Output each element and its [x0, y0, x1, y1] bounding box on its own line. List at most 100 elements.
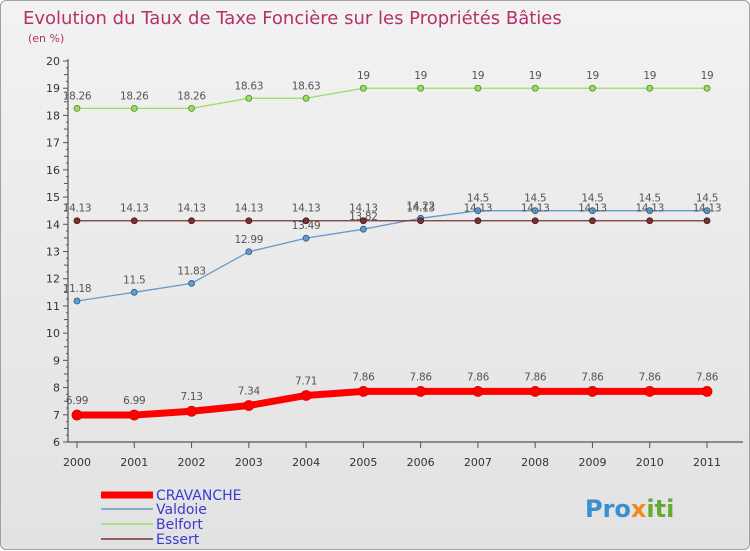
data-point-essert [359, 217, 367, 225]
data-point-cravanche [472, 385, 484, 397]
data-point-belfort [589, 84, 596, 92]
data-label-belfort: 19 [586, 70, 599, 82]
data-point-belfort [359, 84, 367, 92]
data-label-valdoie: 14.5 [524, 193, 546, 205]
data-point-valdoie [130, 288, 138, 296]
data-label-valdoie: 14.5 [581, 193, 603, 205]
x-tick-label: 2006 [407, 456, 435, 469]
y-tick-label: 19 [46, 82, 60, 95]
y-tick-label: 7 [53, 409, 60, 422]
data-label-valdoie: 11.83 [177, 265, 206, 277]
y-tick-label: 12 [46, 273, 60, 286]
data-point-essert [73, 217, 81, 225]
data-point-cravanche [128, 409, 140, 421]
data-label-belfort: 19 [357, 70, 370, 82]
data-label-essert: 14.13 [235, 203, 264, 215]
y-tick-label: 17 [46, 137, 60, 150]
data-label-valdoie: 11.5 [123, 274, 145, 286]
data-label-belfort: 19 [643, 70, 656, 82]
data-label-cravanche: 7.86 [696, 371, 719, 383]
legend-item-essert: Essert [101, 532, 200, 548]
data-point-essert [417, 217, 425, 225]
data-point-essert [646, 217, 654, 225]
data-point-belfort [245, 94, 253, 102]
x-tick-label: 2002 [178, 456, 206, 469]
y-tick-label: 6 [53, 436, 60, 449]
data-label-cravanche: 7.34 [238, 386, 261, 398]
data-label-essert: 14.13 [349, 203, 378, 215]
data-point-belfort [531, 84, 539, 92]
logo-part-pro: Pro [585, 495, 631, 523]
series-line-belfort [76, 87, 708, 110]
data-label-valdoie: 14.5 [467, 193, 489, 205]
x-tick-label: 2005 [349, 456, 377, 469]
data-point-cravanche [71, 409, 83, 421]
x-tick-label: 2007 [464, 456, 492, 469]
data-label-belfort: 19 [472, 70, 485, 82]
data-label-valdoie: 11.18 [63, 283, 92, 295]
data-point-essert [531, 217, 539, 225]
data-label-valdoie: 12.99 [235, 234, 264, 246]
data-label-essert: 14.13 [292, 203, 321, 215]
data-label-cravanche: 7.86 [467, 371, 490, 383]
data-point-essert [589, 217, 596, 225]
x-tick-label: 2008 [521, 456, 549, 469]
data-label-cravanche: 7.86 [581, 371, 604, 383]
series-cravanche: 6.99 6.99 7.13 7.34 7.71 7.86 7.86 7.86 7.86 7.86… [66, 371, 719, 421]
data-point-valdoie [531, 207, 539, 215]
data-point-belfort [703, 84, 711, 92]
data-point-cravanche [415, 385, 427, 397]
y-tick-label: 9 [53, 354, 60, 367]
data-label-essert: 14.13 [120, 203, 149, 215]
data-label-cravanche: 7.86 [352, 371, 375, 383]
data-point-valdoie [703, 207, 711, 215]
data-point-belfort [73, 104, 81, 112]
legend-label-belfort: Belfort [156, 517, 203, 533]
legend-label-valdoie: Valdoie [156, 502, 207, 518]
data-label-belfort: 19 [701, 70, 714, 82]
data-label-belfort: 19 [529, 70, 542, 82]
legend-label-cravanche: CRAVANCHE [156, 488, 242, 504]
data-point-belfort [417, 84, 425, 92]
y-tick-label: 16 [46, 164, 60, 177]
x-tick-label: 2004 [292, 456, 320, 469]
data-label-belfort: 18.63 [235, 80, 264, 92]
data-label-belfort: 18.26 [177, 90, 206, 102]
x-tick-label: 2009 [578, 456, 606, 469]
data-label-belfort: 19 [414, 70, 427, 82]
data-label-cravanche: 7.71 [295, 375, 317, 387]
data-label-valdoie: 13.49 [292, 220, 321, 232]
data-label-belfort: 18.26 [63, 90, 92, 102]
data-label-essert: 14.13 [578, 203, 607, 215]
series-belfort: 18.26 18.26 18.26 18.63 18.63 19 19 19 19 19 19 19 [63, 70, 714, 112]
data-point-cravanche [529, 385, 541, 397]
data-point-cravanche [357, 385, 369, 397]
data-point-cravanche [644, 385, 656, 397]
data-point-cravanche [587, 385, 598, 397]
data-point-belfort [188, 104, 195, 112]
legend-item-belfort: Belfort [101, 517, 203, 533]
data-point-valdoie [188, 279, 195, 287]
data-label-essert: 14.13 [177, 203, 206, 215]
data-label-essert: 14.13 [693, 203, 722, 215]
data-label-essert: 14.13 [464, 203, 493, 215]
data-point-valdoie [302, 234, 310, 242]
x-tick-label: 2011 [693, 456, 721, 469]
chart-title: Evolution du Taux de Taxe Foncière sur l… [23, 8, 562, 29]
data-point-cravanche [243, 400, 255, 411]
data-label-cravanche: 7.86 [410, 371, 433, 383]
data-label-essert: 14.13 [406, 203, 435, 215]
logo-part-x: x [631, 495, 647, 523]
data-point-valdoie [359, 225, 367, 233]
legend-item-valdoie: Valdoie [101, 502, 207, 518]
x-tick-label: 2010 [636, 456, 664, 469]
data-point-valdoie [589, 207, 596, 215]
data-label-essert: 14.13 [635, 203, 664, 215]
y-tick-label: 18 [46, 109, 60, 122]
y-tick-label: 13 [46, 246, 60, 259]
series-line-cravanche [73, 387, 711, 419]
data-point-cravanche [701, 385, 713, 397]
